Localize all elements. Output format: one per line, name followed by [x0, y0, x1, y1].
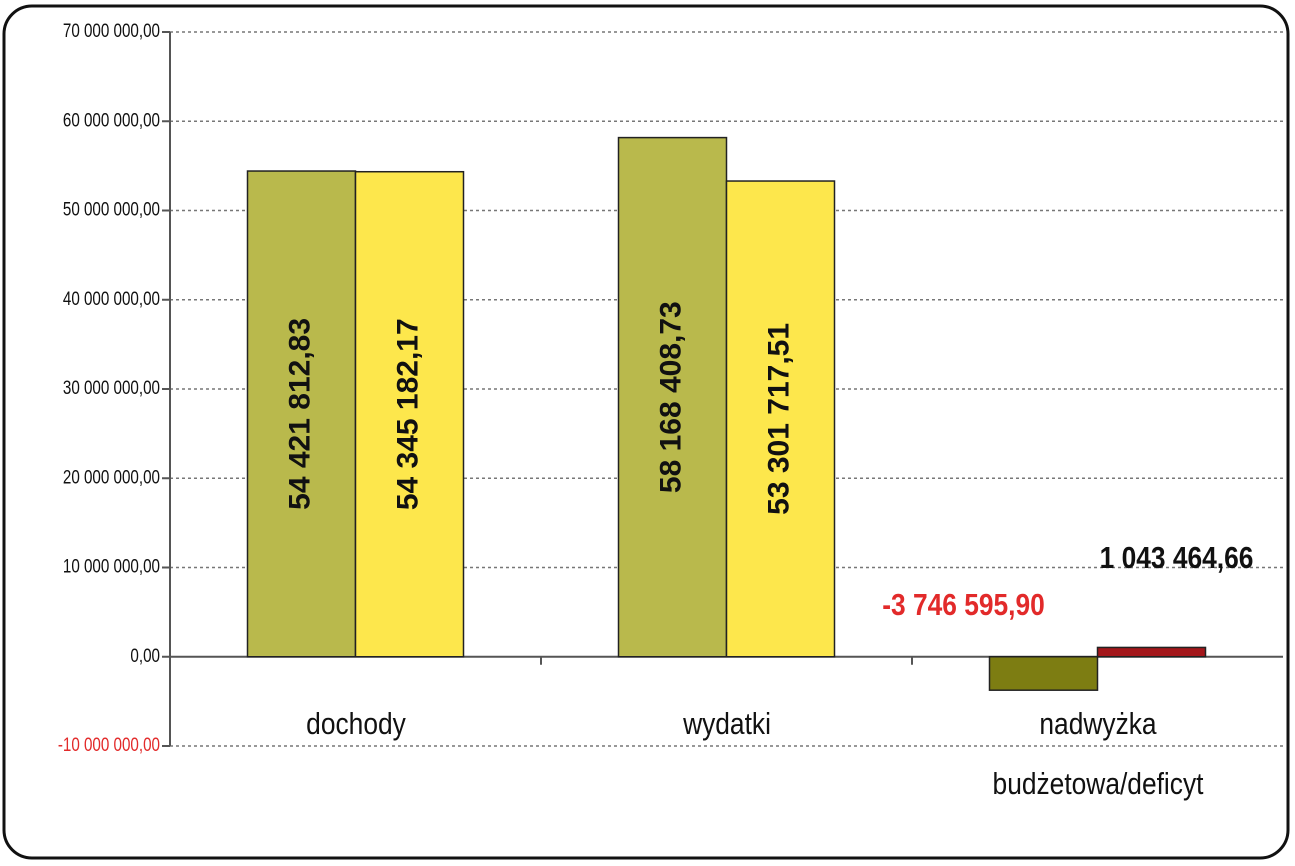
y-tick-label: -10 000 000,00 [58, 733, 160, 755]
data-label: -3 746 595,90 [882, 588, 1045, 622]
bar [617, 136, 728, 658]
bar [988, 656, 1099, 691]
bar [725, 180, 836, 658]
y-tick-label: 50 000 000,00 [63, 198, 160, 220]
y-tick-label: 60 000 000,00 [63, 109, 160, 131]
x-tick-label: nadwyżka budżetowa/deficyt [992, 705, 1203, 801]
y-tick-label: 0,00 [130, 644, 160, 666]
y-tick-label: 30 000 000,00 [63, 376, 160, 398]
data-label: 58 168 408,73 [654, 301, 687, 493]
data-label: 53 301 717,51 [762, 323, 795, 515]
x-tick-label: wydatki [682, 705, 771, 741]
bar [1096, 646, 1207, 658]
y-tick-label: 10 000 000,00 [63, 555, 160, 577]
y-tick-label: 70 000 000,00 [63, 19, 160, 41]
data-label: 1 043 464,66 [1100, 541, 1254, 575]
bar [246, 170, 357, 658]
data-label: 54 345 182,17 [391, 318, 424, 510]
y-tick-label: 20 000 000,00 [63, 466, 160, 488]
data-label: 54 421 812,83 [283, 318, 316, 510]
bar [354, 170, 465, 658]
x-tick-label: dochody [305, 705, 406, 741]
y-tick-label: 40 000 000,00 [63, 287, 160, 309]
